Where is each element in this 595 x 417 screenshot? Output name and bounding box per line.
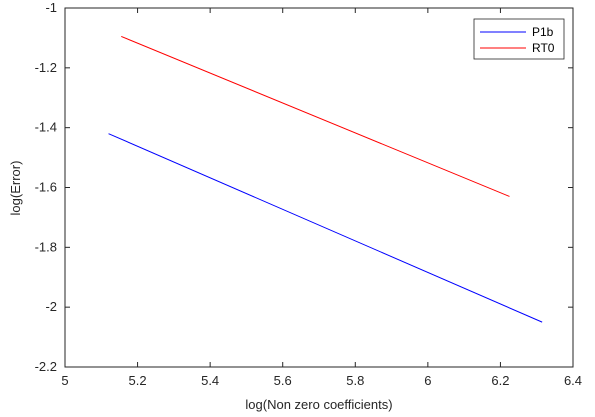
series-line-p1b xyxy=(108,133,543,323)
x-tick-label: 5.4 xyxy=(201,373,219,388)
x-tick-label: 5.2 xyxy=(129,373,147,388)
y-tick-label: -1.6 xyxy=(35,180,57,195)
y-tick-label: -1.2 xyxy=(35,60,57,75)
legend: P1b RT0 xyxy=(473,18,565,60)
x-tick-label: 5.8 xyxy=(346,373,364,388)
legend-label-rt0: RT0 xyxy=(532,41,555,55)
y-tick-label: -2.2 xyxy=(35,359,57,374)
series-layer xyxy=(108,35,543,323)
legend-label-p1b: P1b xyxy=(532,25,554,39)
y-tick-label: -1.4 xyxy=(35,120,57,135)
x-tick-label: 5.6 xyxy=(274,373,292,388)
y-axis-label: log(Error) xyxy=(8,161,23,216)
y-tick-label: -1.8 xyxy=(35,239,57,254)
x-tick-label: 6 xyxy=(424,373,431,388)
axis-ticks: 5 5.2 5.4 5.6 5.8 6 6.2 6.4 -1 -1.2 -1.4 -1.6 -1.8 -2… xyxy=(35,0,582,388)
x-tick-label: 6.4 xyxy=(564,373,582,388)
y-tick-label: -1 xyxy=(45,0,57,15)
legend-box xyxy=(473,18,565,60)
series-line-rt0 xyxy=(121,35,510,197)
x-tick-label: 5 xyxy=(61,373,68,388)
plot-area xyxy=(64,7,574,368)
x-tick-label: 6.2 xyxy=(491,373,509,388)
x-axis-label: log(Non zero coefficients) xyxy=(245,397,392,412)
y-tick-label: -2 xyxy=(45,299,57,314)
